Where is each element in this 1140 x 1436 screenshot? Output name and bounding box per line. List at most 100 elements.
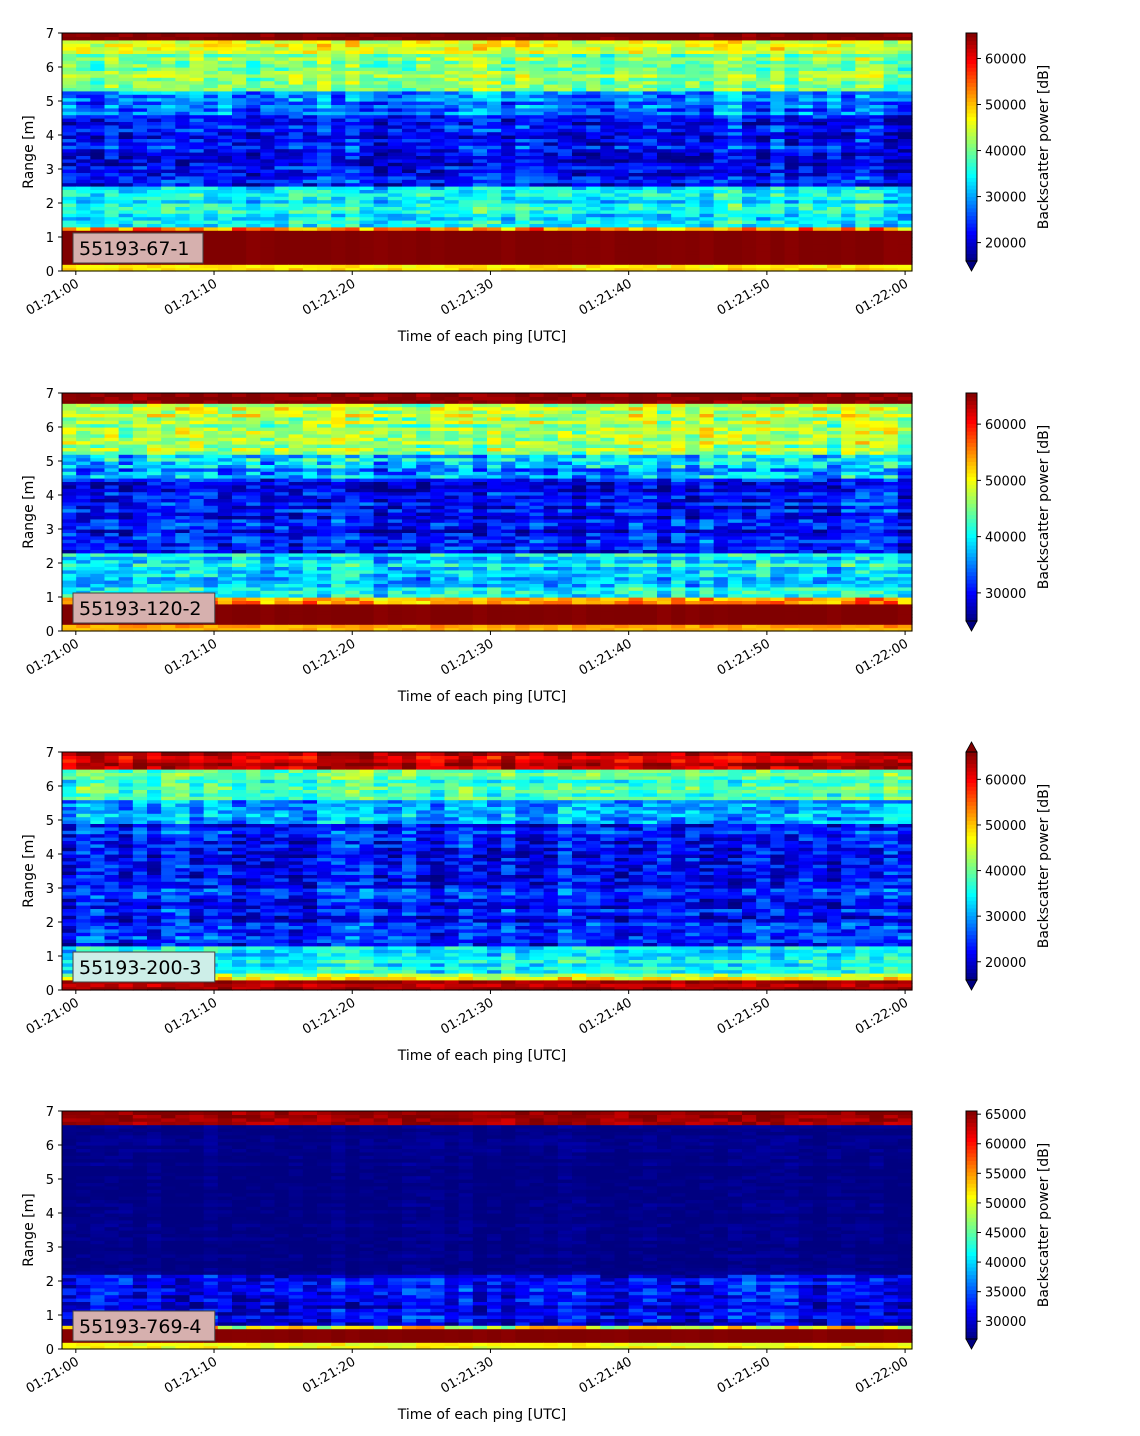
heatmap-cell [345,183,360,187]
colorbar-band [966,75,977,79]
heatmap-cell [105,210,120,214]
heatmap-cell [785,217,800,221]
heatmap-cell [615,193,630,197]
heatmap-cell [76,505,91,509]
colorbar-band [966,136,977,140]
heatmap-cell [133,183,148,187]
heatmap-cell [558,217,573,221]
heatmap-cell [133,210,148,214]
heatmap-cell [714,176,729,180]
heatmap-cell [770,244,785,248]
heatmap-cell [331,132,346,136]
heatmap-cell [445,227,460,231]
heatmap-cell [530,234,545,238]
colorbar-band [966,185,977,189]
heatmap-cell [76,149,91,153]
heatmap-cell [615,251,630,255]
heatmap-cell [374,33,389,37]
heatmap-cell [260,166,275,170]
heatmap-cell [402,166,417,170]
heatmap-cell [884,183,899,187]
heatmap-cell [530,193,545,197]
heatmap-cell [430,193,445,197]
heatmap-cell [558,244,573,248]
heatmap-cell [813,251,828,255]
heatmap-cell [714,183,729,187]
heatmap-cell [785,142,800,146]
colorbar-band [966,177,977,181]
heatmap-cell [430,217,445,221]
heatmap-cell [685,200,700,204]
heatmap-cell [728,264,743,268]
heatmap-cell [360,142,375,146]
heatmap-cell [728,183,743,187]
heatmap-cell [756,200,771,204]
heatmap-cell [855,33,870,37]
heatmap-cell [530,217,545,221]
heatmap-cell [232,176,247,180]
heatmap-cell [289,183,304,187]
heatmap-cell [813,166,828,170]
heatmap-cell [558,200,573,204]
heatmap-cell [515,251,530,255]
heatmap-cell [133,159,148,163]
heatmap-cell [90,437,105,441]
heatmap-cell [232,251,247,255]
heatmap-cell [430,183,445,187]
colorbar-band [966,189,977,193]
heatmap-cell [289,264,304,268]
heatmap-cell [62,132,77,136]
colorbar-band [966,90,977,94]
heatmap-cell [615,142,630,146]
heatmap-cell [246,183,261,187]
heatmap-cell [884,166,899,170]
heatmap-cell [657,149,672,153]
heatmap-cell [147,393,162,397]
heatmap-cell [544,176,559,180]
heatmap-cell [855,149,870,153]
colorbar-band [966,79,977,83]
heatmap-cell [530,183,545,187]
heatmap-cell [501,142,516,146]
heatmap-cell [870,210,885,214]
heatmap-cell [770,227,785,231]
heatmap-cell [275,217,290,221]
heatmap-cell [317,210,332,214]
heatmap-cell [685,217,700,221]
colorbar-band [966,212,977,216]
heatmap-cell [260,200,275,204]
heatmap-cell [289,210,304,214]
heatmap-cell [246,251,261,255]
heatmap-cell [190,159,205,163]
heatmap-cell [643,200,658,204]
heatmap-cell [289,251,304,255]
heatmap-cell [246,176,261,180]
heatmap-cell [501,193,516,197]
heatmap-cell [629,244,644,248]
heatmap-cell [218,166,233,170]
heatmap-cell [544,251,559,255]
heatmap-cell [700,234,715,238]
heatmap-cell [473,166,488,170]
heatmap-cell [884,244,899,248]
heatmap-cell [813,244,828,248]
heatmap-cell [260,149,275,153]
heatmap-cell [289,159,304,163]
heatmap-cell [813,183,828,187]
heatmap-cell [90,132,105,136]
heatmap-cell [90,33,105,37]
heatmap-cell [544,33,559,37]
heatmap-cell [501,227,516,231]
heatmap-cell [76,403,91,407]
heatmap-cell [133,142,148,146]
heatmap-cell [813,176,828,180]
heatmap-cell [119,505,134,509]
heatmap-cell [501,200,516,204]
heatmap-cell [260,217,275,221]
heatmap-cell [416,210,431,214]
heatmap-cell [388,210,403,214]
heatmap-cell [246,132,261,136]
heatmap-cell [133,488,148,492]
heatmap-cell [473,193,488,197]
heatmap-cell [402,234,417,238]
